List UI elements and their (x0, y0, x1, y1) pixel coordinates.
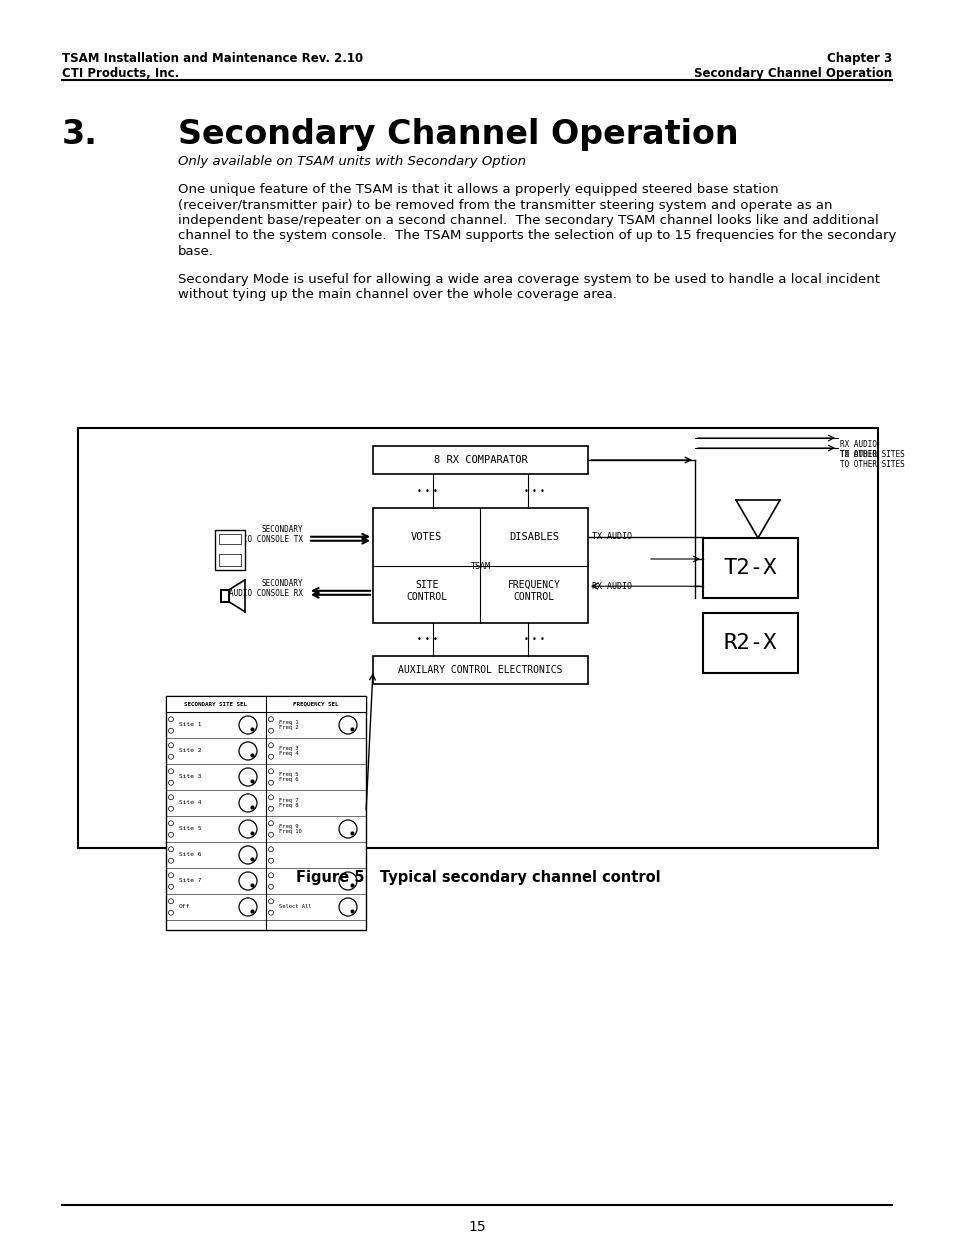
Text: without tying up the main channel over the whole coverage area.: without tying up the main channel over t… (178, 288, 617, 301)
Text: •: • (531, 487, 537, 495)
Text: •: • (523, 487, 528, 495)
Text: RX AUDIO: RX AUDIO (592, 582, 631, 590)
Bar (373, 508, 587, 622)
Text: •: • (523, 635, 528, 643)
Text: SECONDARY
AUDIO CONSOLE TX: SECONDARY AUDIO CONSOLE TX (229, 525, 303, 545)
Text: 3.: 3. (62, 119, 98, 151)
Text: SECONDARY SITE SEL: SECONDARY SITE SEL (184, 701, 247, 706)
Text: independent base/repeater on a second channel.  The secondary TSAM channel looks: independent base/repeater on a second ch… (178, 214, 878, 227)
Text: Freq 7
Freq 8: Freq 7 Freq 8 (278, 798, 298, 809)
Text: One unique feature of the TSAM is that it allows a properly equipped steered bas: One unique feature of the TSAM is that i… (178, 183, 778, 196)
Text: R2-X: R2-X (723, 634, 777, 653)
Text: (receiver/transmitter pair) to be removed from the transmitter steering system a: (receiver/transmitter pair) to be remove… (178, 199, 832, 211)
Text: •: • (416, 635, 420, 643)
Text: •: • (424, 487, 429, 495)
Text: TX AUDIO
TO OTHER SITES: TX AUDIO TO OTHER SITES (840, 450, 903, 469)
Text: Off: Off (179, 904, 190, 909)
Text: TX AUDIO: TX AUDIO (592, 532, 631, 541)
Bar (702, 538, 797, 598)
Text: Secondary Channel Operation: Secondary Channel Operation (178, 119, 738, 151)
Text: Secondary Mode is useful for allowing a wide area coverage system to be used to : Secondary Mode is useful for allowing a … (178, 273, 879, 285)
Text: Only available on TSAM units with Secondary Option: Only available on TSAM units with Second… (178, 156, 525, 168)
Text: TSAM Installation and Maintenance Rev. 2.10: TSAM Installation and Maintenance Rev. 2… (62, 52, 363, 65)
Bar (214, 530, 245, 569)
Text: 15: 15 (468, 1220, 485, 1234)
Text: Figure 5   Typical secondary channel control: Figure 5 Typical secondary channel contr… (295, 869, 659, 885)
Text: TSAM: TSAM (470, 562, 490, 571)
Bar (373, 446, 587, 474)
Text: Freq 1
Freq 2: Freq 1 Freq 2 (278, 720, 298, 730)
Text: FREQUENCY
CONTROL: FREQUENCY CONTROL (507, 580, 560, 601)
Text: •: • (539, 635, 544, 643)
Text: DISABLES: DISABLES (509, 532, 558, 542)
Text: CTI Products, Inc.: CTI Products, Inc. (62, 67, 179, 80)
Text: 8 RX COMPARATOR: 8 RX COMPARATOR (434, 454, 527, 466)
Bar (166, 697, 366, 713)
Text: Site 6: Site 6 (179, 852, 201, 857)
Bar (78, 429, 877, 848)
Text: AUXILARY CONTROL ELECTRONICS: AUXILARY CONTROL ELECTRONICS (397, 664, 562, 676)
Text: •: • (424, 635, 429, 643)
Text: •: • (432, 635, 436, 643)
Text: Site 3: Site 3 (179, 774, 201, 779)
Text: Freq 5
Freq 6: Freq 5 Freq 6 (278, 772, 298, 783)
Text: Freq 3
Freq 4: Freq 3 Freq 4 (278, 746, 298, 756)
Text: •: • (539, 487, 544, 495)
Text: Freq 9
Freq 10: Freq 9 Freq 10 (278, 824, 301, 835)
Text: Site 7: Site 7 (179, 878, 201, 883)
Bar (219, 534, 241, 543)
Text: Site 2: Site 2 (179, 748, 201, 753)
Text: Select All: Select All (278, 904, 312, 909)
Text: base.: base. (178, 245, 213, 258)
Text: RX AUDIO
TO OTHER SITES: RX AUDIO TO OTHER SITES (840, 440, 903, 459)
Text: Secondary Channel Operation: Secondary Channel Operation (693, 67, 891, 80)
Text: Site 1: Site 1 (179, 722, 201, 727)
Bar (702, 613, 797, 673)
Text: SITE
CONTROL: SITE CONTROL (406, 580, 447, 601)
Text: Site 4: Site 4 (179, 800, 201, 805)
Text: •: • (531, 635, 537, 643)
Bar (219, 553, 241, 566)
Text: SECONDARY
AUDIO CONSOLE RX: SECONDARY AUDIO CONSOLE RX (229, 579, 303, 598)
Text: •: • (432, 487, 436, 495)
Text: Chapter 3: Chapter 3 (826, 52, 891, 65)
Bar (166, 697, 366, 930)
Text: FREQUENCY SEL: FREQUENCY SEL (293, 701, 338, 706)
Text: •: • (416, 487, 420, 495)
Text: T2-X: T2-X (723, 558, 777, 578)
Bar (373, 656, 587, 684)
Text: Site 5: Site 5 (179, 826, 201, 831)
Text: VOTES: VOTES (411, 532, 442, 542)
Text: channel to the system console.  The TSAM supports the selection of up to 15 freq: channel to the system console. The TSAM … (178, 230, 896, 242)
